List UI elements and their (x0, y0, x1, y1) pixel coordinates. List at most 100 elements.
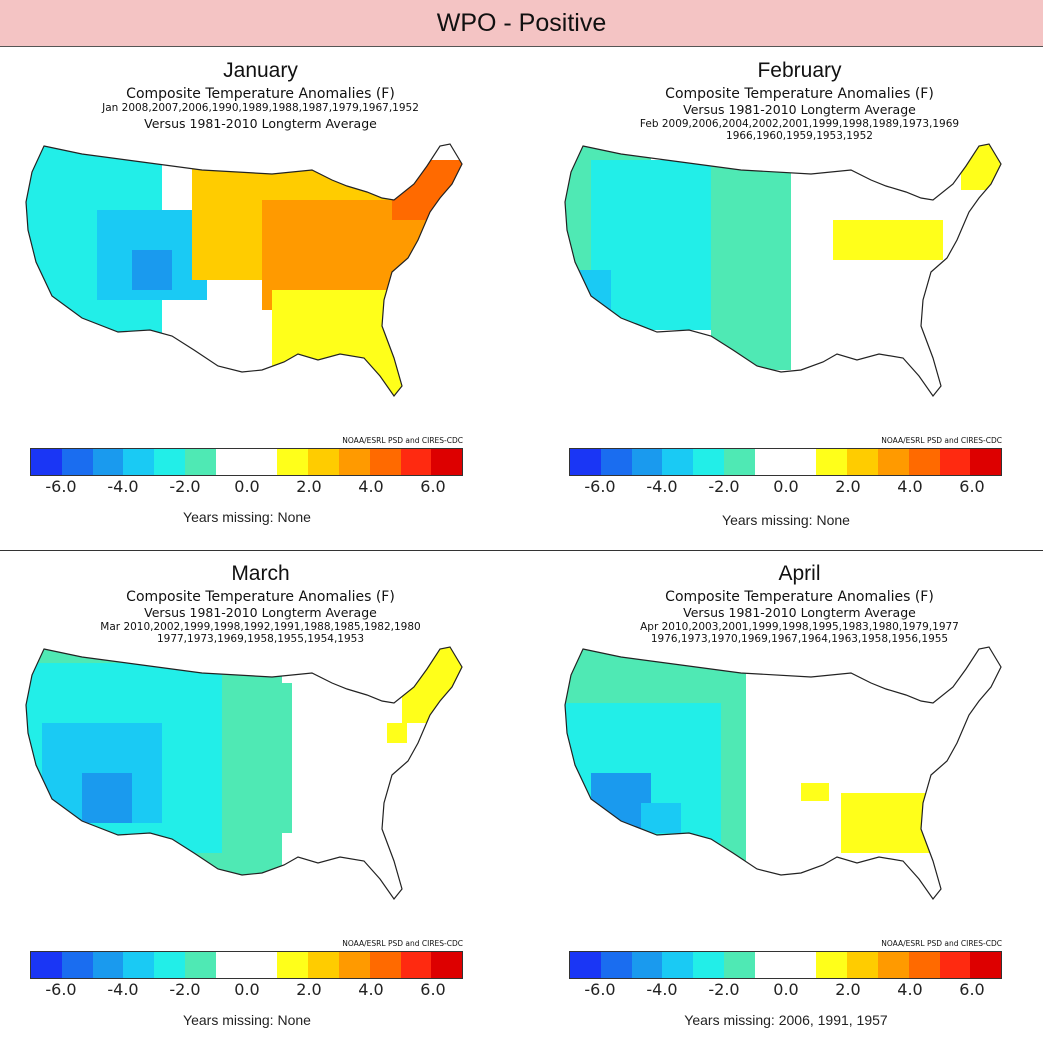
years-missing: Years missing: None (722, 512, 850, 528)
panel-years-line: Mar 2010,2002,1999,1998,1992,1991,1988,1… (100, 621, 421, 633)
scale-ticks: -6.0 -4.0 -2.0 0.0 2.0 4.0 6.0 (30, 477, 463, 497)
scale-swatch (31, 952, 62, 978)
us-temperature-anomaly-map (25, 143, 463, 398)
scale-swatch (570, 952, 601, 978)
scale-swatch (123, 449, 155, 475)
scale-tick-label: -6.0 (584, 477, 616, 496)
scale-swatch (215, 952, 247, 978)
scale-tick-label: 6.0 (420, 477, 446, 496)
scale-swatch (246, 952, 278, 978)
scale-swatch (908, 449, 940, 475)
us-temperature-anomaly-map (25, 646, 463, 901)
scale-tick-label: -4.0 (107, 980, 139, 999)
scale-swatch (184, 952, 216, 978)
panel-subtitle: Composite Temperature Anomalies (F) (665, 589, 934, 605)
panel-march: March Composite Temperature Anomalies (F… (0, 555, 521, 1055)
scale-tick-label: 4.0 (897, 980, 923, 999)
scale-swatch (277, 449, 309, 475)
scale-swatch (246, 449, 278, 475)
scale-tick-label: -4.0 (107, 477, 139, 496)
scale-tick-label: -6.0 (584, 980, 616, 999)
scale-ticks: -6.0 -4.0 -2.0 0.0 2.0 4.0 6.0 (30, 980, 463, 1000)
scale-tick-label: -2.0 (708, 980, 740, 999)
panel-years-line-2: 1977,1973,1969,1958,1955,1954,1953 (156, 633, 365, 645)
scale-swatch (662, 449, 694, 475)
panel-february: February Composite Temperature Anomalies… (539, 52, 1043, 552)
scale-tick-label: -4.0 (646, 477, 678, 496)
scale-swatch (308, 952, 339, 978)
panel-versus-line: Versus 1981-2010 Longterm Average (144, 116, 377, 131)
scale-swatch (785, 449, 817, 475)
panel-versus-line: Versus 1981-2010 Longterm Average (144, 605, 377, 620)
scale-tick-label: 0.0 (773, 477, 799, 496)
scale-swatch (877, 449, 909, 475)
scale-swatch (123, 952, 155, 978)
scale-swatch (184, 449, 216, 475)
scale-swatch (723, 952, 755, 978)
page-header: WPO - Positive (0, 0, 1043, 47)
years-missing: Years missing: None (183, 509, 311, 525)
scale-swatch (369, 449, 401, 475)
scale-swatch (970, 952, 1002, 978)
row-divider (0, 550, 1043, 551)
scale-tick-label: 0.0 (234, 980, 260, 999)
scale-swatch (570, 449, 601, 475)
panel-years-line: Apr 2010,2003,2001,1999,1998,1995,1983,1… (640, 621, 959, 633)
scale-swatch (693, 449, 724, 475)
color-scale-bar (569, 448, 1003, 476)
scale-swatch (600, 449, 632, 475)
scale-tick-label: 0.0 (234, 477, 260, 496)
scale-swatch (970, 449, 1002, 475)
us-temperature-anomaly-map (564, 143, 1002, 398)
scale-tick-label: 6.0 (959, 980, 985, 999)
scale-swatch (631, 449, 663, 475)
scale-swatch (877, 952, 909, 978)
scale-swatch (61, 952, 93, 978)
color-scale-bar (569, 951, 1003, 979)
years-missing: Years missing: 2006, 1991, 1957 (684, 1012, 888, 1028)
scale-swatch (631, 952, 663, 978)
scale-swatch (908, 952, 940, 978)
scale-swatch (308, 449, 339, 475)
scale-swatch (154, 952, 185, 978)
map-credit: NOAA/ESRL PSD and CIRES-CDC (342, 436, 463, 445)
color-scale-bar (30, 951, 464, 979)
scale-tick-label: 4.0 (897, 477, 923, 496)
scale-swatch (431, 952, 463, 978)
panel-years-line-2: 1966,1960,1959,1953,1952 (726, 130, 873, 142)
scale-tick-label: 0.0 (773, 980, 799, 999)
scale-tick-label: -2.0 (708, 477, 740, 496)
scale-swatch (431, 449, 463, 475)
panel-month-title: April (778, 562, 821, 585)
us-temperature-anomaly-map (564, 646, 1002, 901)
scale-tick-label: 4.0 (358, 477, 384, 496)
panel-versus-line: Versus 1981-2010 Longterm Average (683, 102, 916, 117)
scale-ticks: -6.0 -4.0 -2.0 0.0 2.0 4.0 6.0 (569, 980, 1002, 1000)
page-title: WPO - Positive (436, 8, 607, 37)
panel-month-title: February (757, 59, 842, 82)
scale-swatch (400, 449, 432, 475)
scale-swatch (754, 449, 786, 475)
scale-swatch (693, 952, 724, 978)
scale-ticks: -6.0 -4.0 -2.0 0.0 2.0 4.0 6.0 (569, 477, 1002, 497)
panel-month-title: January (223, 59, 298, 82)
panel-years-line: Feb 2009,2006,2004,2002,2001,1999,1998,1… (639, 118, 960, 130)
scale-swatch (31, 449, 62, 475)
scale-swatch (154, 449, 185, 475)
scale-swatch (847, 449, 878, 475)
panel-years-line-2: 1976,1973,1970,1969,1967,1964,1963,1958,… (650, 633, 949, 645)
scale-swatch (785, 952, 817, 978)
scale-tick-label: 2.0 (296, 980, 322, 999)
panel-month-title: March (231, 562, 290, 585)
scale-tick-label: 2.0 (835, 477, 861, 496)
scale-swatch (215, 449, 247, 475)
scale-tick-label: -2.0 (169, 980, 201, 999)
map-credit: NOAA/ESRL PSD and CIRES-CDC (342, 939, 463, 948)
panel-april: April Composite Temperature Anomalies (F… (539, 555, 1043, 1055)
scale-swatch (754, 952, 786, 978)
map-credit: NOAA/ESRL PSD and CIRES-CDC (881, 436, 1002, 445)
scale-swatch (400, 952, 432, 978)
scale-tick-label: 2.0 (296, 477, 322, 496)
scale-swatch (338, 952, 370, 978)
scale-tick-label: -2.0 (169, 477, 201, 496)
